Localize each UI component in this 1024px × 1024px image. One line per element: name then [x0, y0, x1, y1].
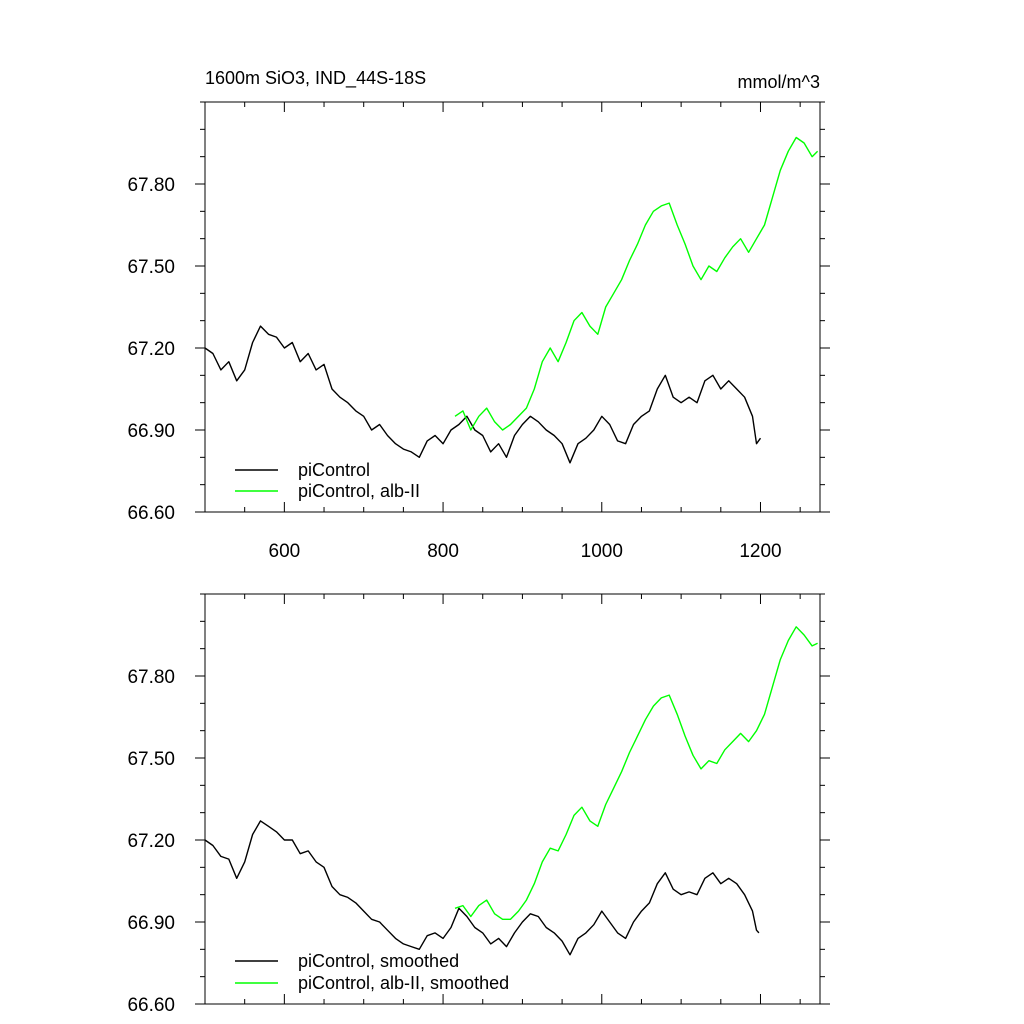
- top-axes: 600 800 1000 1200 66.60 66.90 67.20 67.50 67.80: [127, 101, 830, 562]
- bottom-ytick-label: 66.90: [127, 913, 175, 934]
- top-xtick-label: 1200: [739, 541, 781, 562]
- top-title-left: 1600m SiO3, IND_44S-18S: [205, 68, 426, 89]
- top-ytick-label: 67.20: [127, 339, 175, 360]
- bottom-legend: piControl, smoothed piControl, alb-II, s…: [235, 951, 509, 993]
- top-xtick-label: 800: [427, 541, 459, 562]
- bottom-ytick-label: 67.20: [127, 831, 175, 852]
- top-ytick-label: 67.80: [127, 175, 175, 196]
- bottom-ytick-label: 66.60: [127, 995, 175, 1016]
- bottom-ytick-label: 67.80: [127, 667, 175, 688]
- bottom-legend-label-1: piControl, alb-II, smoothed: [298, 973, 509, 993]
- bottom-series-line-1: [454, 626, 818, 920]
- top-ytick-label: 66.60: [127, 503, 175, 524]
- top-title-right: mmol/m^3: [738, 72, 820, 92]
- top-ytick-label: 66.90: [127, 421, 175, 442]
- bottom-series-line-0: [204, 820, 760, 956]
- bottom-panel: 66.60 66.90 67.20 67.50 67.80 piControl, smo…: [127, 593, 830, 1016]
- top-xtick-label: 1000: [581, 541, 623, 562]
- bottom-axes: 66.60 66.90 67.20 67.50 67.80: [127, 593, 830, 1016]
- top-legend-label-1: piControl, alb-II: [298, 481, 420, 501]
- bottom-series-layer: [204, 626, 818, 956]
- bottom-ytick-label: 67.50: [127, 749, 175, 770]
- top-series-line-0: [204, 325, 762, 464]
- top-series-line-1: [454, 136, 819, 431]
- top-series-layer: [204, 136, 819, 464]
- top-ytick-label: 67.50: [127, 257, 175, 278]
- top-legend: piControl piControl, alb-II: [235, 460, 420, 501]
- top-xtick-label: 600: [269, 541, 301, 562]
- top-plot-frame: [204, 101, 821, 513]
- top-panel: 1600m SiO3, IND_44S-18S mmol/m^3 600 800 1…: [127, 68, 830, 562]
- bottom-plot-frame: [204, 593, 821, 1005]
- bottom-legend-label-0: piControl, smoothed: [298, 951, 459, 971]
- top-legend-label-0: piControl: [298, 460, 370, 480]
